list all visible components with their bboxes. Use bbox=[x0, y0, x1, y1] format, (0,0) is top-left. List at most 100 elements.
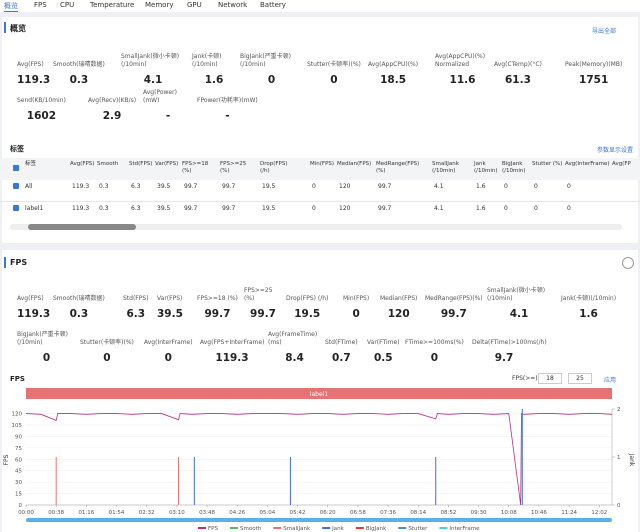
metric: Var(FTime) 0.5 bbox=[367, 339, 400, 364]
threshold-input[interactable]: 18 bbox=[538, 373, 562, 384]
table-cell[interactable]: 120 bbox=[339, 183, 351, 190]
metric-value: 99.7 bbox=[250, 308, 276, 320]
metric-value: 0 bbox=[42, 352, 51, 364]
table-cell[interactable]: 99.7 bbox=[222, 183, 236, 190]
metric-value: 0.5 bbox=[373, 352, 393, 364]
table-cell[interactable]: 0.3 bbox=[99, 183, 109, 190]
legend-label: Stutter bbox=[408, 526, 428, 532]
table-cell[interactable]: 1.6 bbox=[476, 205, 486, 212]
table-cell[interactable]: 6.3 bbox=[131, 205, 141, 212]
x-tick-label: 06:58 bbox=[350, 510, 366, 516]
metric-value: 2.9 bbox=[102, 110, 122, 122]
checkbox[interactable] bbox=[13, 205, 19, 211]
metric: Median(FPS) 120 bbox=[380, 295, 417, 320]
metric: SmallJank(微小卡顿)(/10min) 4.1 bbox=[487, 287, 551, 320]
table-cell[interactable]: 99.7 bbox=[222, 205, 236, 212]
metric-label: Jank(卡顿)(/10min) bbox=[561, 295, 617, 302]
title-bar bbox=[4, 257, 6, 268]
metric: SmallJank(微小卡顿)(/10min) 4.1 bbox=[121, 53, 185, 86]
section-title: FPS bbox=[10, 258, 28, 267]
tab[interactable]: Memory bbox=[145, 1, 174, 9]
table-cell[interactable]: 4.1 bbox=[434, 183, 444, 190]
threshold-input[interactable]: 25 bbox=[568, 373, 592, 384]
x-tick-label: 10:08 bbox=[501, 510, 517, 516]
metric: MedRange(FPS)(%) 99.7 bbox=[425, 295, 483, 320]
table-cell[interactable]: 99.7 bbox=[378, 183, 392, 190]
table-cell[interactable]: 0 bbox=[312, 205, 316, 212]
metric-label: Drop(FPS) (/h) bbox=[286, 295, 329, 302]
metric: Jank(卡顿)(/10min) 1.6 bbox=[561, 295, 616, 320]
metric-value: 1.6 bbox=[204, 74, 224, 86]
metric-label: MedRange(FPS)(%) bbox=[425, 295, 483, 302]
column-header: Smooth bbox=[97, 161, 119, 167]
metric-value: 1751 bbox=[579, 74, 609, 86]
legend-label: SmallJank bbox=[283, 526, 311, 532]
column-header: FPS>=25 (%) bbox=[220, 161, 247, 174]
table-cell[interactable]: 19.5 bbox=[262, 205, 276, 212]
table-cell[interactable]: 0 bbox=[504, 205, 508, 212]
metric: Avg(FPS) 119.3 bbox=[17, 295, 50, 320]
checkbox[interactable] bbox=[13, 183, 19, 189]
scrollbar-track bbox=[10, 224, 622, 230]
table-cell[interactable]: 0 bbox=[534, 205, 538, 212]
table-cell[interactable]: 0.3 bbox=[99, 205, 109, 212]
table-cell[interactable]: 6.3 bbox=[131, 183, 141, 190]
metric-label: Jank(卡顿)(/10min) bbox=[192, 53, 222, 68]
table-cell[interactable]: 0 bbox=[504, 183, 508, 190]
table-cell[interactable]: 99.7 bbox=[378, 205, 392, 212]
metric-label: Min(FPS) bbox=[343, 295, 370, 302]
metric-value: 19.5 bbox=[294, 308, 321, 320]
export-link[interactable]: 导出全部 bbox=[592, 28, 617, 35]
tab[interactable]: Temperature bbox=[90, 1, 135, 9]
table-cell[interactable]: 4.1 bbox=[434, 205, 444, 212]
metric-label: Peak(Memory)(MB) bbox=[565, 61, 623, 68]
table-cell[interactable]: 99.7 bbox=[184, 183, 198, 190]
metric-value: 99.7 bbox=[204, 308, 231, 320]
table-cell[interactable]: 119.3 bbox=[72, 183, 90, 190]
metric: FPS>=25 (%) 99.7 bbox=[244, 287, 282, 320]
metric: BigJank(严重卡顿)(/10min) 0 bbox=[17, 331, 76, 364]
y-tick-label: 45 bbox=[15, 469, 22, 475]
legend-label: BigJank bbox=[366, 526, 387, 532]
table-cell[interactable]: 0 bbox=[567, 205, 571, 212]
metric-label: Avg(FrameTime)(ms) bbox=[268, 331, 318, 346]
metric-label: FTime>=100ms(%) bbox=[405, 339, 464, 346]
x-tick-label: 01:16 bbox=[78, 510, 94, 516]
table-cell[interactable]: 39.5 bbox=[157, 183, 171, 190]
settings-link[interactable]: 参数显示设置 bbox=[597, 147, 634, 154]
table-cell[interactable]: 0 bbox=[312, 183, 316, 190]
metric: Smooth(瑞晴数据) 0.3 bbox=[53, 61, 105, 86]
metric: FPower(功耗率)(mW) - bbox=[197, 97, 258, 122]
collapse-button[interactable] bbox=[622, 257, 634, 269]
table-cell[interactable]: 1.6 bbox=[476, 183, 486, 190]
column-header: Avg(FPS) bbox=[70, 161, 95, 167]
tab[interactable]: 概览 bbox=[4, 2, 18, 12]
legend-label: FPS bbox=[208, 526, 218, 532]
checkbox[interactable] bbox=[13, 165, 19, 171]
tab[interactable]: Network bbox=[218, 1, 248, 9]
tab[interactable]: Battery bbox=[260, 1, 286, 9]
tab[interactable]: GPU bbox=[187, 1, 202, 9]
tab[interactable]: FPS bbox=[34, 1, 47, 9]
metric: Avg(FPS) 119.3 bbox=[17, 61, 50, 86]
table-cell[interactable]: 0 bbox=[567, 183, 571, 190]
metric-label: BigJank(严重卡顿)(/10min) bbox=[240, 53, 291, 68]
table-cell[interactable]: All bbox=[25, 183, 33, 190]
table-cell[interactable]: 120 bbox=[339, 205, 351, 212]
table-cell[interactable]: 19.5 bbox=[262, 183, 276, 190]
table-cell[interactable]: 119.3 bbox=[72, 205, 90, 212]
table-cell[interactable]: 99.7 bbox=[184, 205, 198, 212]
row-divider bbox=[0, 201, 640, 202]
apply-button[interactable]: 应用 bbox=[604, 377, 617, 384]
metric-value: 0.7 bbox=[332, 352, 351, 364]
metric-label: SmallJank(微小卡顿)(/10min) bbox=[121, 53, 180, 68]
y-axis-label: FPS bbox=[3, 454, 10, 465]
table-title[interactable]: 标签 bbox=[10, 145, 24, 153]
metric-value: 120 bbox=[387, 308, 410, 320]
table-cell[interactable]: label1 bbox=[25, 205, 44, 212]
table-cell[interactable]: 0 bbox=[534, 183, 538, 190]
tab[interactable]: CPU bbox=[60, 1, 75, 9]
table-cell[interactable]: 39.5 bbox=[157, 205, 171, 212]
scrollbar-thumb[interactable] bbox=[28, 224, 136, 230]
